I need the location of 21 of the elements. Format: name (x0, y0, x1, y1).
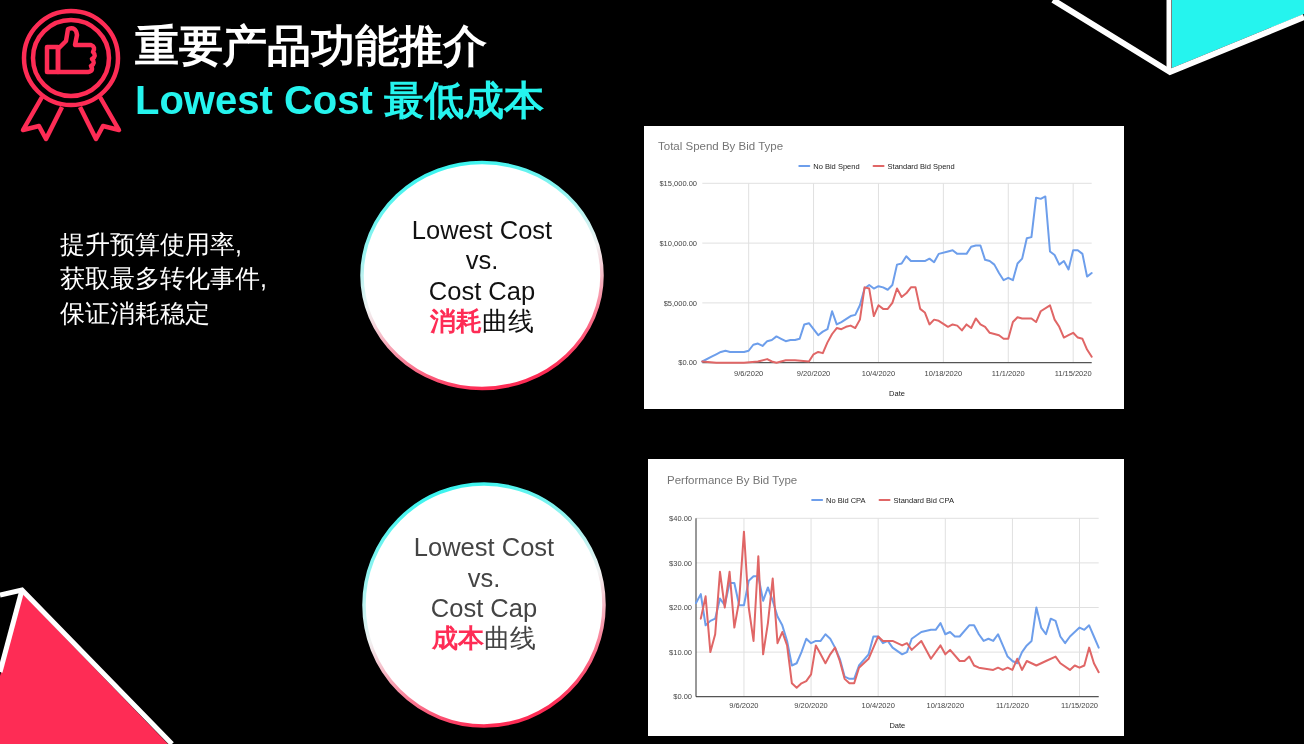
text: 成本 (431, 623, 485, 653)
text: 消耗 (429, 306, 482, 336)
text: 提升预算使用率, (60, 229, 242, 258)
text: 曲线 (482, 306, 534, 336)
line-series (695, 575, 1100, 680)
text: Cost Cap (430, 594, 538, 622)
text: Lowest Cost (411, 216, 553, 244)
text: Lowest Cost 最低成本 (135, 78, 544, 122)
text: 重要产品功能推介 (135, 21, 487, 70)
line-series (701, 286, 1093, 364)
text: vs. (465, 246, 499, 274)
text: 保证消耗稳定 (60, 298, 210, 327)
text: 曲线 (484, 623, 536, 653)
text: Lowest Cost (413, 533, 555, 561)
chart-title: Total Spend By Bid Type (658, 140, 784, 152)
line-series (699, 530, 1100, 689)
text: Cost Cap (428, 277, 536, 305)
text: vs. (467, 564, 501, 592)
text: 获取最多转化事件, (60, 264, 267, 292)
chart-title: Performance By Bid Type (667, 474, 798, 486)
line-series (701, 195, 1093, 363)
